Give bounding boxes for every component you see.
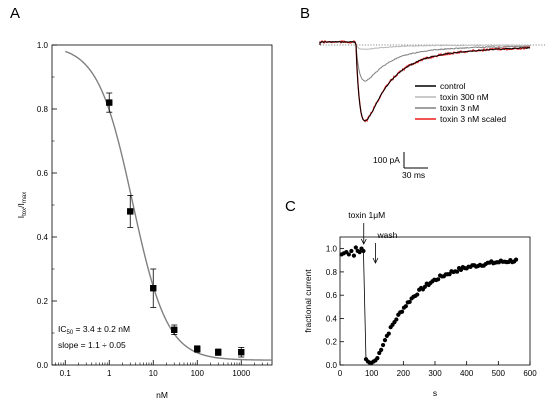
panel-c-annotations: toxin 1μM wash — [348, 210, 398, 264]
x-tick-label: 1 — [107, 369, 112, 378]
panel-c: C 0 100 200 300 400 500 6000.00.20.40.60.81.0 … — [285, 198, 537, 398]
toxin-annotation: toxin 1μM — [348, 210, 385, 220]
panel-a-plot-frame — [51, 44, 273, 366]
ic50-subscript: 50 — [67, 330, 74, 336]
ic50-label: IC — [58, 324, 67, 334]
y-tick-label: 0.0 — [326, 361, 338, 370]
trace-2 — [319, 40, 531, 82]
panel-c-data-points — [339, 245, 519, 365]
trace-0 — [319, 40, 531, 122]
panel-a-fit-curve — [65, 50, 273, 361]
y-label-i-max: /I — [16, 203, 26, 208]
x-tick-label: 0.1 — [60, 369, 72, 378]
data-point — [399, 309, 405, 314]
data-point — [346, 252, 351, 257]
data-point — [127, 208, 134, 215]
panel-b-traces — [319, 39, 531, 123]
panel-a-data-points — [106, 92, 245, 358]
scale-bar-time-label: 30 ms — [402, 170, 425, 180]
panel-a: A 0.1 1 10 100 1000 0.0 0.2 0.4 0.6 0.8 1.0 nM Ito… — [10, 5, 273, 400]
x-tick-label: 300 — [428, 369, 442, 378]
x-tick-label: 600 — [523, 369, 537, 378]
legend-label: toxin 300 nM — [440, 92, 489, 102]
y-label-i: I — [16, 216, 26, 218]
y-tick-label: 0.6 — [326, 291, 338, 300]
data-point — [377, 350, 382, 356]
panel-a-x-axis-label: nM — [156, 390, 168, 400]
panel-b-letter: B — [300, 5, 310, 22]
data-point — [150, 285, 157, 292]
data-point — [422, 284, 427, 289]
legend-label: toxin 3 nM — [440, 103, 479, 113]
data-point — [415, 292, 420, 297]
y-tick-label: 0.2 — [326, 338, 338, 347]
data-point — [380, 342, 386, 348]
panel-c-ticks: 0 100 200 300 400 500 600 0.0 0.2 0.4 0.6 0.8 1.0 — [326, 245, 537, 378]
panel-a-letter: A — [10, 5, 20, 22]
data-point — [394, 317, 399, 322]
x-tick-label: 10 — [149, 369, 158, 378]
data-point — [238, 349, 245, 356]
data-point — [194, 345, 201, 353]
data-point — [382, 338, 388, 343]
data-point — [379, 347, 384, 353]
panel-c-letter: C — [285, 198, 296, 215]
scale-bar-current-label: 100 pA — [373, 155, 400, 165]
data-point — [349, 248, 354, 254]
data-point — [375, 356, 380, 361]
data-point — [351, 253, 357, 258]
toxin-arrowhead — [360, 238, 367, 245]
x-tick-label: 100 — [365, 369, 379, 378]
data-point — [106, 99, 113, 106]
fit-curve — [65, 50, 273, 361]
data-point — [171, 326, 178, 333]
y-tick-label: 0.8 — [326, 268, 338, 277]
data-point — [436, 277, 441, 282]
data-point — [357, 250, 362, 255]
wash-annotation: wash — [377, 230, 398, 240]
panel-a-ic50-annotation: IC50 = 3.4 ± 0.2 nM — [58, 324, 130, 336]
x-tick-label: 1000 — [232, 369, 250, 378]
trace-3 — [319, 39, 531, 123]
y-label-sub-tox: tox — [22, 208, 28, 216]
panel-c-plot-frame — [339, 236, 531, 366]
legend-label: control — [440, 81, 466, 91]
y-tick-label: 0.0 — [37, 361, 49, 370]
y-tick-label: 0.4 — [326, 314, 338, 323]
x-tick-label: 0 — [338, 369, 343, 378]
data-point — [386, 331, 391, 336]
panel-c-x-axis-label: s — [433, 388, 437, 398]
wash-arrowhead — [372, 257, 379, 264]
panel-a-ticks: 0.1 1 10 100 1000 0.0 0.2 0.4 0.6 0.8 1.0 — [37, 41, 269, 378]
y-tick-label: 0.8 — [37, 105, 49, 114]
data-point — [513, 257, 519, 262]
data-point — [353, 245, 358, 250]
ic50-value: = 3.4 ± 0.2 nM — [73, 324, 130, 334]
panel-a-y-axis-label: Itox/Imax — [16, 192, 28, 218]
data-point — [403, 304, 408, 309]
x-tick-label: 200 — [397, 369, 411, 378]
panel-c-y-axis-label: fractional current — [303, 269, 313, 333]
data-point — [455, 269, 460, 274]
y-tick-label: 0.2 — [37, 297, 49, 306]
x-tick-label: 100 — [191, 369, 205, 378]
panel-a-slope-annotation: slope = 1.1 ÷ 0.05 — [58, 340, 126, 350]
y-tick-label: 1.0 — [37, 41, 49, 50]
y-label-sub-max: max — [22, 192, 28, 203]
data-point — [361, 248, 366, 254]
legend-label: toxin 3 nM scaled — [440, 114, 506, 124]
drop-line — [363, 250, 367, 360]
panel-c-connecting-line — [363, 250, 367, 360]
data-point — [215, 349, 222, 356]
y-tick-label: 0.4 — [37, 233, 49, 242]
y-tick-label: 0.6 — [37, 169, 49, 178]
panel-b-scale-bar: 100 pA 30 ms — [373, 152, 428, 180]
x-tick-label: 500 — [492, 369, 506, 378]
x-tick-label: 400 — [460, 369, 474, 378]
data-point — [407, 299, 412, 305]
y-tick-label: 1.0 — [326, 245, 338, 254]
